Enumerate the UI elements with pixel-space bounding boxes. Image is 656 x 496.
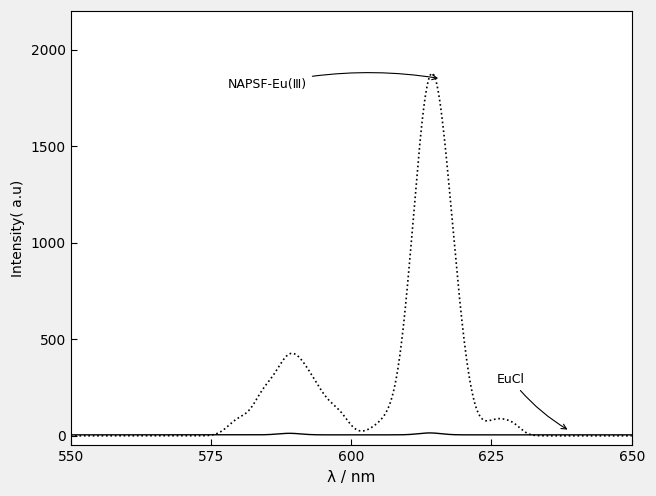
- Text: NAPSF-Eu(Ⅲ): NAPSF-Eu(Ⅲ): [228, 72, 437, 91]
- Text: EuCl: EuCl: [497, 372, 567, 429]
- X-axis label: λ / nm: λ / nm: [327, 470, 375, 485]
- Y-axis label: Intensity( a.u): Intensity( a.u): [11, 180, 25, 277]
